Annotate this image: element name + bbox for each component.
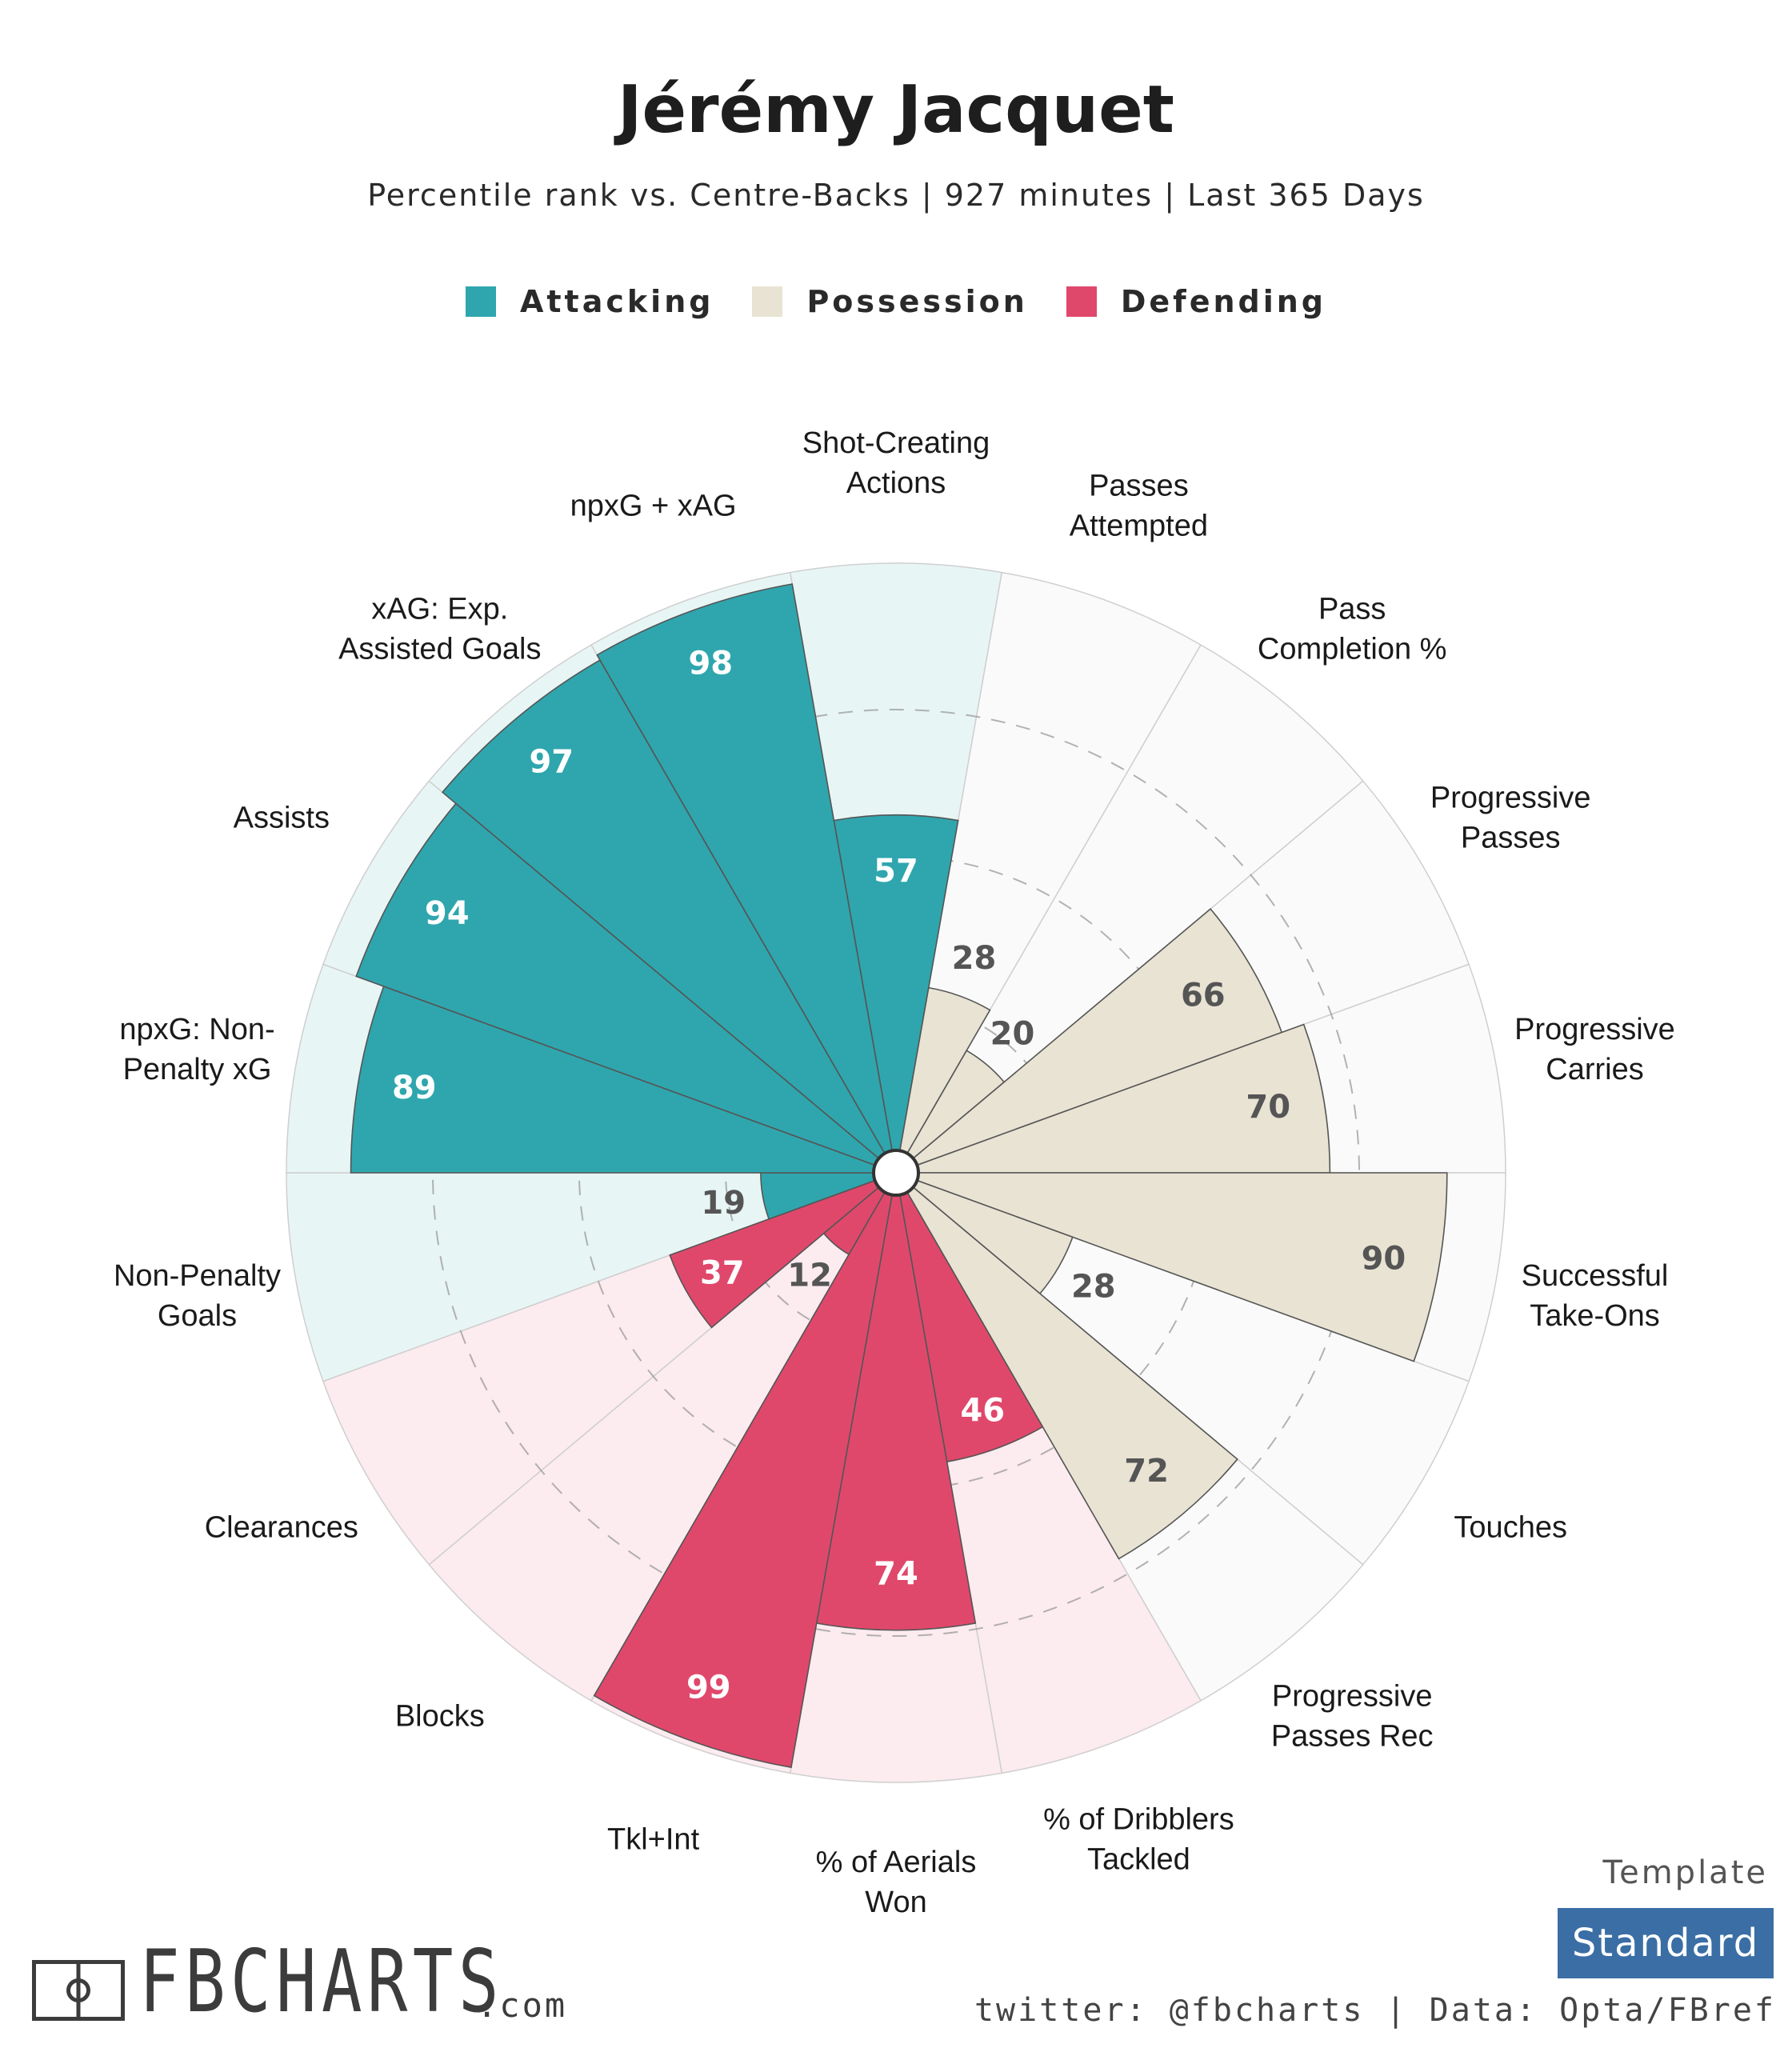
value-label-shot-creating-actions: 57 (874, 853, 918, 890)
category-label-passes-attempted: Passes Attempted (1070, 470, 1208, 543)
category-label-touches: Touches (1454, 1511, 1567, 1545)
value-label-of-dribblers-tackled: 46 (960, 1393, 1005, 1430)
category-label-of-aerials-won: % of Aerials Won (816, 1846, 977, 1919)
category-label-blocks: Blocks (395, 1700, 485, 1734)
template-label: Template (1602, 1854, 1768, 1891)
bar-shot-creating-actions (833, 814, 959, 1174)
background-wedge-non-penalty-goals (286, 1172, 897, 1382)
center-hub (872, 1149, 920, 1197)
value-label-npxg-non-penalty-xg: 89 (392, 1070, 437, 1106)
value-label-xag-exp-assisted-goals: 97 (529, 744, 574, 781)
template-standard-button[interactable]: Standard (1558, 1908, 1774, 1978)
value-label-progressive-passes: 66 (1181, 977, 1226, 1014)
legend-item-defending: Defending (1066, 284, 1326, 319)
bar-progressive-carries (895, 1023, 1331, 1174)
value-label-of-aerials-won: 74 (874, 1556, 918, 1593)
legend-label-defending: Defending (1120, 284, 1326, 319)
bar-of-aerials-won (815, 1172, 977, 1631)
value-label-successful-take-ons: 90 (1362, 1241, 1406, 1278)
value-label-tkl-int: 99 (686, 1669, 731, 1706)
bar-successful-take-ons (895, 1172, 1448, 1362)
legend-item-attacking: Attacking (465, 284, 714, 319)
bar-of-dribblers-tackled (895, 1172, 1044, 1463)
value-label-progressive-carries: 70 (1246, 1089, 1290, 1126)
category-label-assists: Assists (234, 802, 330, 835)
logo-wordmark: FBCHARTS (139, 1932, 504, 2032)
value-label-pass-completion: 20 (990, 1016, 1035, 1053)
category-label-clearances: Clearances (205, 1511, 358, 1545)
legend-label-attacking: Attacking (519, 284, 714, 319)
category-label-progressive-passes: Progressive Passes (1430, 782, 1591, 855)
bar-tkl-int (593, 1172, 897, 1769)
value-label-clearances: 37 (700, 1254, 745, 1291)
pitch-icon (32, 1960, 125, 2021)
value-label-npxg-xag: 98 (688, 646, 733, 682)
bar-progressive-passes-rec (895, 1172, 1238, 1560)
category-label-progressive-carries: Progressive Carries (1514, 1013, 1675, 1086)
bar-passes-attempted (895, 986, 991, 1174)
legend-swatch-defending (1066, 286, 1097, 317)
background-wedge-blocks (428, 1172, 897, 1702)
bar-npxg-xag (596, 583, 897, 1174)
legend: Attacking Possession Defending (0, 284, 1792, 319)
chart-subtitle: Percentile rank vs. Centre-Backs | 927 m… (367, 178, 1425, 213)
category-label-progressive-passes-rec: Progressive Passes Rec (1271, 1680, 1434, 1754)
chart-title: Jérémy Jacquet (618, 72, 1174, 148)
category-label-pass-completion: Pass Completion % (1258, 593, 1447, 666)
legend-swatch-attacking (465, 286, 496, 317)
bar-assists (355, 802, 897, 1174)
bar-xag-exp-assisted-goals (441, 659, 897, 1174)
legend-swatch-possession (752, 286, 783, 317)
legend-item-possession: Possession (752, 284, 1027, 319)
category-label-shot-creating-actions: Shot-Creating Actions (802, 426, 990, 500)
bar-progressive-passes (895, 908, 1283, 1174)
category-label-successful-take-ons: Successful Take-Ons (1522, 1259, 1669, 1333)
background-wedge-pass-completion (895, 644, 1364, 1174)
category-label-of-dribblers-tackled: % of Dribblers Tackled (1043, 1803, 1234, 1877)
category-label-npxg-xag: npxG + xAG (570, 490, 737, 523)
value-label-non-penalty-goals: 19 (701, 1185, 746, 1222)
legend-label-possession: Possession (806, 284, 1028, 319)
bar-npxg-non-penalty-xg (350, 985, 897, 1174)
data-credit: twitter: @fbcharts | Data: Opta/FBref (974, 1992, 1776, 2029)
category-label-tkl-int: Tkl+Int (607, 1823, 700, 1857)
fbcharts-logo: FBCHARTS .com (32, 1932, 606, 2032)
bar-clearances (669, 1172, 897, 1329)
category-label-xag-exp-assisted-goals: xAG: Exp. Assisted Goals (338, 593, 541, 666)
value-label-progressive-passes-rec: 72 (1124, 1453, 1169, 1490)
value-label-blocks: 12 (787, 1258, 832, 1294)
category-label-npxg-non-penalty-xg: npxG: Non-Penalty xG (119, 1013, 274, 1086)
logo-suffix: .com (477, 1986, 568, 2025)
value-label-assists: 94 (425, 895, 470, 932)
value-label-passes-attempted: 28 (952, 940, 997, 977)
category-label-non-penalty-goals: Non-Penalty Goals (114, 1259, 281, 1333)
value-label-touches: 28 (1071, 1269, 1116, 1306)
